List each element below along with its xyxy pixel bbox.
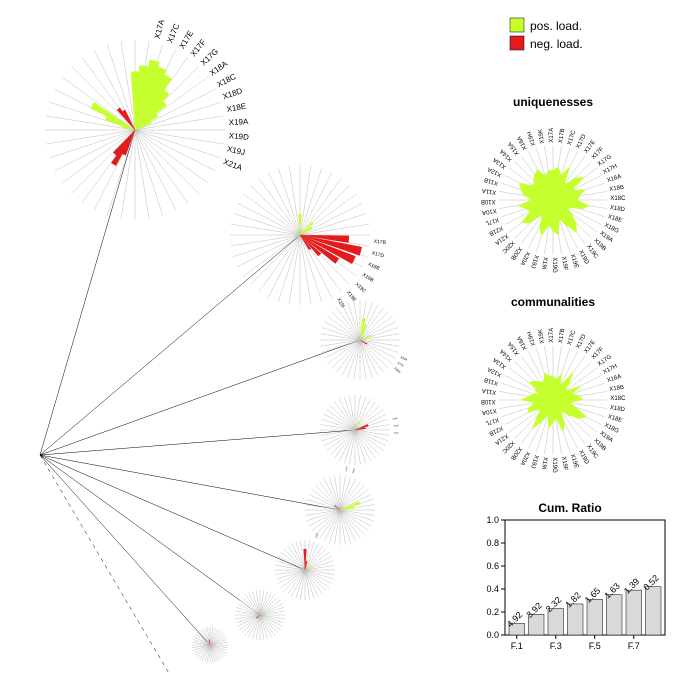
- x-tick-label: F.1: [511, 641, 523, 651]
- ring-label: X10B: [481, 198, 496, 204]
- y-tick-label: 0.2: [486, 607, 499, 617]
- ring-label: X18C: [610, 196, 626, 202]
- bar-title: Cum. Ratio: [538, 501, 601, 515]
- ring-label: X19G: [551, 257, 557, 273]
- legend-label: neg. load.: [530, 37, 583, 51]
- ring-label: X17A: [549, 328, 555, 343]
- legend-swatch: [510, 36, 524, 50]
- y-tick-label: 0.4: [486, 584, 499, 594]
- x-tick-label: F.7: [628, 641, 640, 651]
- circular-plot-title: communalities: [511, 295, 595, 309]
- y-tick-label: 0.8: [486, 538, 499, 548]
- x-tick-label: F.5: [589, 641, 601, 651]
- factor-fan-F7: [235, 590, 285, 640]
- factor-loading-plot: pos. load.neg. load.X17AX17CX17EX17FX17G…: [0, 0, 683, 690]
- ring-label: X10B: [481, 398, 496, 404]
- factor-fan-F8: [192, 627, 228, 663]
- legend-label: pos. load.: [530, 19, 582, 33]
- ring-label: X19G: [551, 457, 557, 473]
- x-tick-label: F.3: [550, 641, 562, 651]
- spoke-label: X19D: [228, 131, 249, 142]
- y-tick-label: 0.6: [486, 561, 499, 571]
- bar: [646, 587, 662, 635]
- circular-plot-title: uniquenesses: [513, 95, 593, 109]
- spoke-label: X19A: [229, 117, 250, 127]
- bar: [626, 590, 642, 635]
- y-tick-label: 0.0: [486, 630, 499, 640]
- ring-label: X17A: [549, 128, 555, 143]
- ring-label: X18C: [610, 396, 626, 402]
- legend-swatch: [510, 18, 524, 32]
- y-tick-label: 1.0: [486, 515, 499, 525]
